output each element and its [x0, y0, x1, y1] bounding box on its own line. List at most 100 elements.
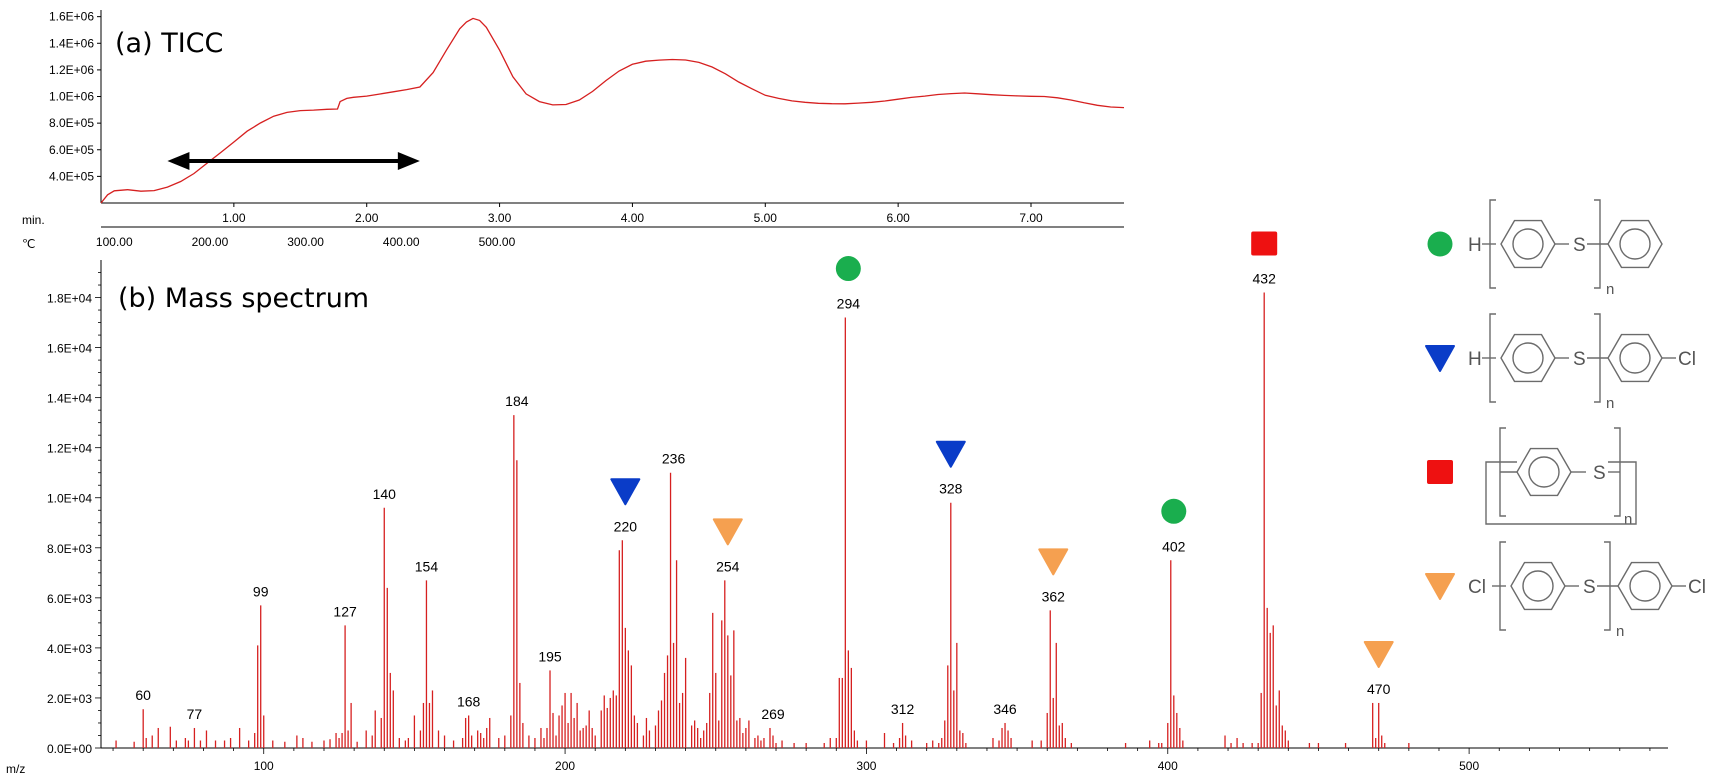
bracket-left — [1499, 541, 1506, 631]
ticc-y-tick-label: 8.0E+05 — [49, 116, 94, 130]
legend-item: H Sn — [1427, 199, 1663, 298]
ticc-temperature-tick-label: 400.00 — [383, 235, 420, 249]
ms-marker-circle — [1161, 498, 1187, 524]
ms-y-tick-label: 1.6E+04 — [47, 342, 92, 356]
ms-x-tick-label: 500 — [1459, 759, 1479, 773]
structure-legend: H Sn H Sn Cl Sn Cl Sn Cl — [1425, 199, 1706, 640]
ticc-panel: 1.6E+06 1.4E+06 1.2E+06 1.0E+06 8.0E+05 6.0E+… — [22, 10, 1125, 251]
ms-peak-label: 402 — [1162, 538, 1186, 554]
benzene-ring — [1500, 219, 1556, 269]
benzene-ring — [1607, 333, 1663, 383]
ms-peak-label: 328 — [939, 481, 963, 497]
ms-x-ticks: 100 200 300 400 500 — [112, 748, 1651, 773]
legend-marker-circle — [1427, 231, 1453, 257]
legend-end-group: H — [1468, 349, 1482, 370]
legend-end-group: Cl — [1688, 577, 1706, 598]
ms-peak-labels: 60 77 99 127 140 154 168 184 195 220 236 254 269 294 3… — [135, 271, 1390, 722]
benzene-ring — [1607, 219, 1663, 269]
ticc-x-tick-label: 5.00 — [754, 211, 778, 225]
ticc-x-tick-label: 7.00 — [1019, 211, 1043, 225]
ms-x-tick-label: 100 — [254, 759, 274, 773]
bracket-right — [1594, 313, 1601, 403]
legend-atom-s: S — [1593, 463, 1606, 484]
arrow-head-right — [397, 152, 420, 170]
ms-peak-label: 236 — [662, 451, 686, 467]
mass-spectrum-panel: 0.0E+00 2.0E+03 4.0E+03 6.0E+03 8.0E+03 1.0E+… — [6, 231, 1668, 776]
bracket-left — [1489, 313, 1496, 403]
ms-y-tick-label: 2.0E+03 — [47, 692, 92, 706]
ticc-y-tick-label: 1.4E+06 — [49, 36, 94, 50]
ms-peak-label: 184 — [505, 393, 529, 409]
benzene-inner-circle — [1512, 342, 1544, 374]
legend-subscript: n — [1606, 395, 1614, 412]
ticc-x-tick-label: 3.00 — [488, 211, 512, 225]
ms-y-tick-label: 1.4E+04 — [47, 392, 92, 406]
ticc-title: (a) TICC — [115, 28, 223, 59]
ticc-temperature-tick-label: 200.00 — [192, 235, 229, 249]
ms-peak-markers — [610, 231, 1394, 668]
ms-peaks — [115, 292, 1410, 748]
ticc-series-line — [100, 17, 1125, 204]
benzene-inner-circle — [1619, 228, 1651, 260]
ms-marker-triangle-down — [1363, 640, 1394, 668]
ms-y-tick-label: 6.0E+03 — [47, 592, 92, 606]
ticc-y-tick-label: 4.0E+05 — [49, 169, 94, 183]
legend-item: H Sn Cl — [1425, 313, 1696, 412]
ms-y-tick-label: 1.0E+04 — [47, 492, 92, 506]
ms-x-label: m/z — [6, 762, 25, 776]
ticc-x-tick-label: 4.00 — [621, 211, 645, 225]
ticc-y-tick-label: 1.2E+06 — [49, 63, 94, 77]
ms-peak-label: 60 — [135, 687, 151, 703]
ms-y-tick-label: 1.8E+04 — [47, 292, 92, 306]
cyclic-link — [1485, 461, 1637, 525]
legend-end-group: Cl — [1678, 349, 1696, 370]
ms-y-tick-label: 4.0E+03 — [47, 642, 92, 656]
benzene-ring — [1516, 447, 1572, 497]
ms-y-tick-label: 1.2E+04 — [47, 442, 92, 456]
ticc-temperature-tick-label: 300.00 — [287, 235, 324, 249]
ms-peak-label: 269 — [761, 706, 785, 722]
ticc-y-tick-label: 6.0E+05 — [49, 143, 94, 157]
ticc-x-label: min. — [22, 213, 45, 227]
legend-atom-s: S — [1583, 577, 1596, 598]
ms-peak-label: 346 — [993, 701, 1017, 717]
ticc-temperature-tick-label: 100.00 — [96, 235, 133, 249]
legend-item: Cl Sn Cl — [1425, 541, 1706, 640]
ms-peak-label: 154 — [415, 558, 439, 574]
ms-x-tick-label: 400 — [1158, 759, 1178, 773]
ms-x-tick-label: 200 — [555, 759, 575, 773]
ticc-temperature-label: ℃ — [22, 237, 35, 251]
ms-axes — [100, 260, 1668, 749]
bracket-left — [1489, 199, 1496, 289]
ms-marker-square — [1251, 231, 1278, 256]
ticc-x-tick-label: 2.00 — [355, 211, 379, 225]
ticc-x-ticks: 1.00 2.00 3.00 4.00 5.00 6.00 7.00 — [222, 203, 1043, 225]
bracket-right — [1614, 427, 1621, 517]
bracket-right — [1604, 541, 1611, 631]
benzene-inner-circle — [1629, 570, 1661, 602]
benzene-ring — [1500, 333, 1556, 383]
benzene-ring — [1510, 561, 1566, 611]
ms-peak-label: 294 — [837, 296, 861, 312]
ms-marker-triangle-down — [935, 440, 966, 468]
benzene-inner-circle — [1619, 342, 1651, 374]
ms-y-tick-label: 0.0E+00 — [47, 742, 92, 756]
benzene-inner-circle — [1522, 570, 1554, 602]
ms-marker-triangle-down — [712, 518, 743, 546]
ticc-y-tick-label: 1.0E+06 — [49, 90, 94, 104]
ms-peak-label: 254 — [716, 558, 740, 574]
ms-peak-label: 77 — [187, 706, 203, 722]
ticc-y-tick-label: 1.6E+06 — [49, 10, 94, 24]
bracket-right — [1594, 199, 1601, 289]
ms-peak-label: 432 — [1253, 271, 1277, 287]
arrow-head-left — [167, 152, 190, 170]
legend-atom-s: S — [1573, 349, 1586, 370]
ticc-temperature-tick-label: 500.00 — [479, 235, 516, 249]
legend-item: Sn — [1427, 427, 1637, 528]
ms-peak-label: 140 — [373, 486, 397, 502]
legend-end-group: H — [1468, 235, 1482, 256]
ticc-temperature-ticks: 100.00 200.00 300.00 400.00 500.00 — [96, 235, 516, 249]
ms-peak-label: 168 — [457, 693, 481, 709]
legend-subscript: n — [1606, 281, 1614, 298]
